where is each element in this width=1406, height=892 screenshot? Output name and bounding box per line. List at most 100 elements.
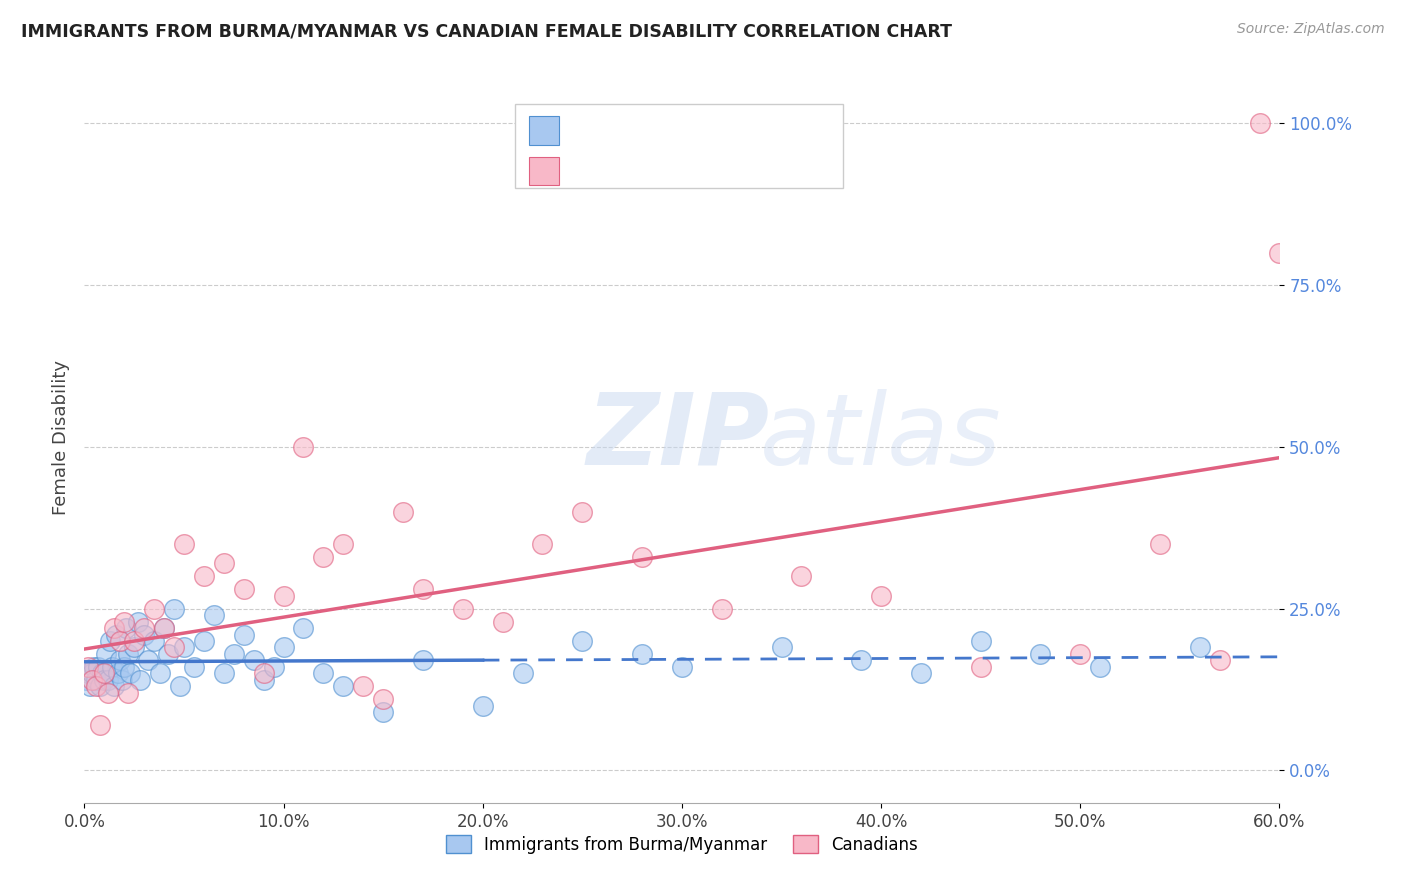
Point xyxy=(77,666,100,681)
Text: 0.530: 0.530 xyxy=(626,163,678,181)
Point xyxy=(1069,647,1091,661)
Point xyxy=(531,537,554,551)
Point xyxy=(97,673,120,687)
Point xyxy=(117,686,139,700)
Point xyxy=(312,549,335,564)
FancyBboxPatch shape xyxy=(529,116,558,145)
Point xyxy=(117,647,139,661)
Point xyxy=(222,647,245,661)
Point xyxy=(82,666,104,681)
Point xyxy=(132,627,156,641)
Text: IMMIGRANTS FROM BURMA/MYANMAR VS CANADIAN FEMALE DISABILITY CORRELATION CHART: IMMIGRANTS FROM BURMA/MYANMAR VS CANADIA… xyxy=(21,22,952,40)
FancyBboxPatch shape xyxy=(529,157,558,185)
Point xyxy=(163,640,186,655)
Point xyxy=(112,615,135,629)
Point xyxy=(183,660,205,674)
Point xyxy=(253,666,276,681)
Point xyxy=(75,673,97,687)
Point xyxy=(127,615,149,629)
Point xyxy=(332,537,354,551)
Point xyxy=(173,640,195,655)
Point xyxy=(136,653,159,667)
Point xyxy=(471,698,494,713)
Point xyxy=(770,640,793,655)
Legend: Immigrants from Burma/Myanmar, Canadians: Immigrants from Burma/Myanmar, Canadians xyxy=(440,829,924,860)
Point xyxy=(83,660,105,674)
Point xyxy=(373,692,395,706)
Point xyxy=(122,634,145,648)
Point xyxy=(373,705,395,719)
Point xyxy=(1149,537,1171,551)
Point xyxy=(1209,653,1232,667)
Point xyxy=(1029,647,1052,661)
Point xyxy=(202,608,225,623)
Point xyxy=(87,660,110,674)
Point xyxy=(122,640,145,655)
Text: Source: ZipAtlas.com: Source: ZipAtlas.com xyxy=(1237,22,1385,37)
Point xyxy=(710,601,733,615)
Point xyxy=(112,660,135,674)
Point xyxy=(129,673,152,687)
Point xyxy=(163,601,186,615)
Text: atlas: atlas xyxy=(759,389,1001,485)
Text: N =: N = xyxy=(710,163,761,181)
Point xyxy=(143,634,166,648)
Point xyxy=(96,647,118,661)
Point xyxy=(292,440,315,454)
Point xyxy=(82,673,104,687)
Text: 42: 42 xyxy=(782,163,804,181)
Point xyxy=(870,589,893,603)
Point xyxy=(1268,245,1291,260)
Point xyxy=(790,569,813,583)
Point xyxy=(89,718,111,732)
Point xyxy=(169,679,191,693)
Point xyxy=(105,627,128,641)
Point xyxy=(263,660,285,674)
Text: R =: R = xyxy=(572,163,612,181)
Point xyxy=(332,679,354,693)
Point xyxy=(93,666,115,681)
Y-axis label: Female Disability: Female Disability xyxy=(52,359,70,515)
Point xyxy=(212,557,235,571)
Point xyxy=(970,660,993,674)
Point xyxy=(232,627,254,641)
Text: ZIP: ZIP xyxy=(586,389,769,485)
Point xyxy=(253,673,276,687)
Point xyxy=(631,647,654,661)
Point xyxy=(149,666,172,681)
Point xyxy=(312,666,335,681)
Point xyxy=(110,653,132,667)
Point xyxy=(232,582,254,597)
Point xyxy=(970,634,993,648)
Point xyxy=(173,537,195,551)
Point xyxy=(110,634,132,648)
Point xyxy=(1249,116,1271,130)
Point xyxy=(273,589,295,603)
Point xyxy=(91,666,114,681)
Text: N =: N = xyxy=(710,122,761,141)
Point xyxy=(1090,660,1112,674)
Point xyxy=(98,634,121,648)
Point xyxy=(392,504,415,518)
Text: R =: R = xyxy=(572,122,612,141)
Point xyxy=(671,660,693,674)
Point xyxy=(631,549,654,564)
Point xyxy=(86,679,108,693)
Point xyxy=(132,621,156,635)
Text: 62: 62 xyxy=(782,122,804,141)
Point xyxy=(86,673,108,687)
Text: 0.054: 0.054 xyxy=(626,122,678,141)
Point xyxy=(97,686,120,700)
Point xyxy=(120,666,142,681)
Point xyxy=(242,653,264,667)
Point xyxy=(103,621,125,635)
Point xyxy=(101,660,124,674)
Point xyxy=(193,569,215,583)
Point xyxy=(157,647,180,661)
Point xyxy=(153,621,176,635)
Point xyxy=(451,601,474,615)
Point xyxy=(111,673,134,687)
Point xyxy=(143,601,166,615)
Point xyxy=(412,653,434,667)
Point xyxy=(292,621,315,635)
